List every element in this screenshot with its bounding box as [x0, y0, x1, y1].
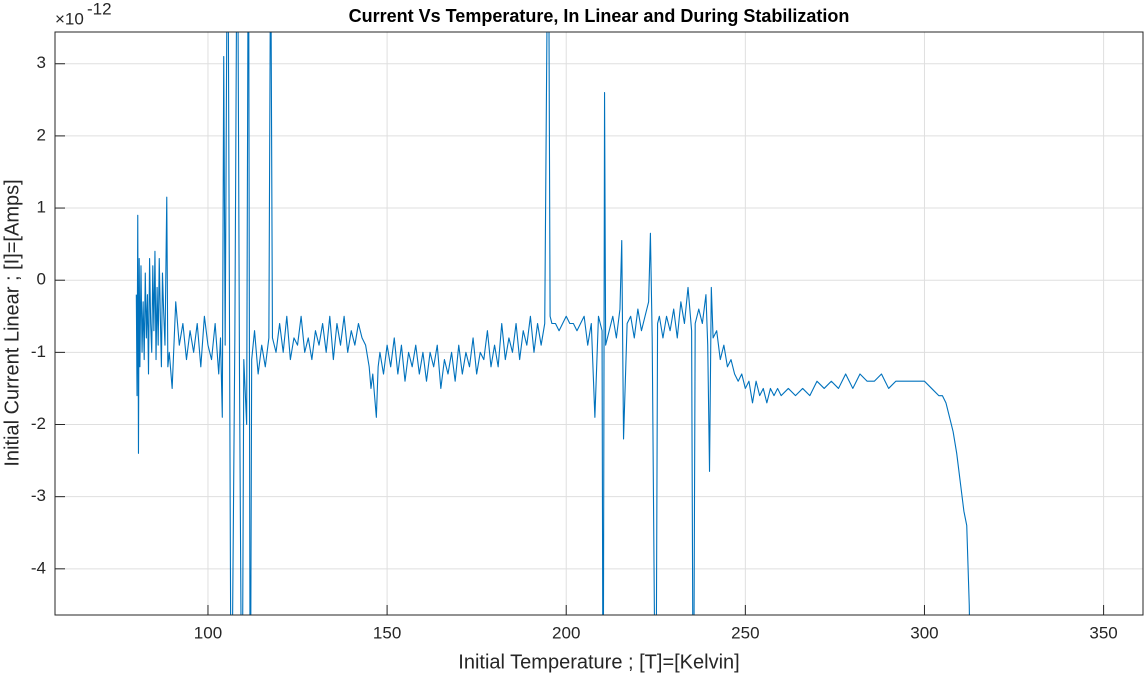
- plot-area: [55, 32, 1143, 615]
- x-axis-label: Initial Temperature ; [T]=[Kelvin]: [458, 651, 739, 673]
- y-multiplier-base: ×10: [55, 9, 84, 28]
- y-tick-label: 2: [37, 125, 46, 144]
- y-tick-label: -2: [31, 414, 46, 433]
- x-tick-label: 300: [910, 623, 938, 642]
- y-multiplier-exponent: -12: [87, 0, 112, 18]
- y-axis-label: Initial Current Linear ; [I]=[Amps]: [1, 179, 23, 466]
- data-line: [135, 32, 970, 615]
- x-tick-label: 250: [731, 623, 759, 642]
- x-tick-label: 100: [194, 623, 222, 642]
- y-tick-label: 3: [37, 53, 46, 72]
- y-tick-label: 0: [37, 270, 46, 289]
- x-tick-label: 150: [373, 623, 401, 642]
- axes-box: [54, 31, 1144, 616]
- y-tick-label: -3: [31, 486, 46, 505]
- chart-title: Current Vs Temperature, In Linear and Du…: [349, 6, 850, 26]
- x-tick-label: 200: [552, 623, 580, 642]
- y-tick-label: 1: [37, 198, 46, 217]
- y-tick-label: -1: [31, 342, 46, 361]
- y-tick-label: -4: [31, 558, 46, 577]
- x-tick-label: 350: [1089, 623, 1117, 642]
